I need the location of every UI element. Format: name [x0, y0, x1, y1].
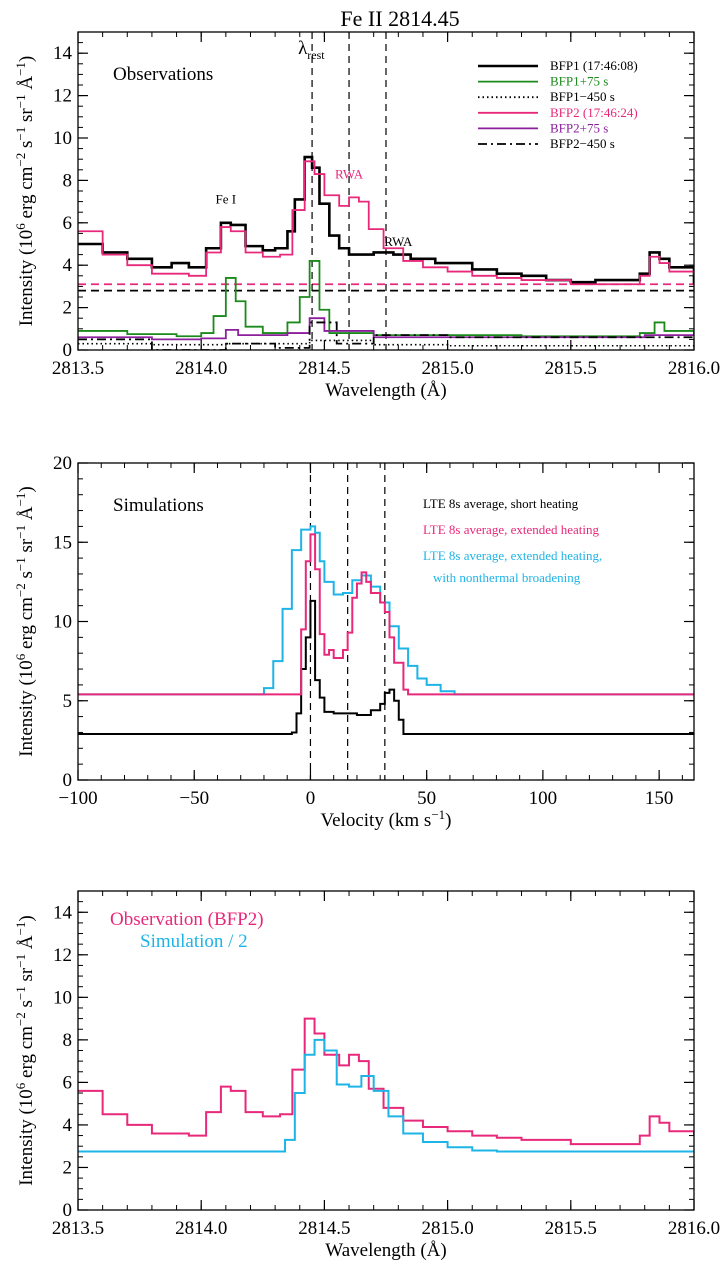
panel-label: Simulations: [113, 495, 204, 516]
y-tick-label: 8: [63, 170, 73, 191]
lambda-rest-label: λrest: [298, 38, 325, 62]
x-tick-label: 2814.0: [175, 358, 227, 379]
annotation-0: Fe I: [216, 192, 237, 207]
panel-label: Observations: [113, 64, 213, 85]
series-line-0: [78, 599, 694, 736]
y-axis-label: Intensity (106 erg cm−2 s−1 sr−1 Å−1): [13, 486, 38, 757]
x-tick-label: 2816.0: [668, 1218, 720, 1239]
series-line-1: [78, 1038, 694, 1153]
x-tick-label: 2814.5: [298, 1218, 350, 1239]
y-tick-label: 12: [53, 86, 72, 107]
y-tick-label: 6: [63, 1072, 73, 1093]
legend-entry-1: Simulation / 2: [140, 931, 248, 952]
y-tick-label: 4: [63, 255, 73, 276]
x-tick-label: 2814.0: [175, 1218, 227, 1239]
legend-entry-0: LTE 8s average, short heating: [423, 496, 579, 511]
series-line-2: [78, 533, 694, 696]
y-tick-label: 20: [53, 453, 72, 474]
y-tick-label: 4: [63, 1115, 73, 1136]
y-axis-label: Intensity (106 erg cm−2 s−1 sr−1 Å−1): [13, 915, 38, 1186]
y-tick-label: 0: [63, 340, 73, 361]
annotation-2: RWA: [384, 234, 413, 249]
series-line-5: [78, 321, 694, 350]
y-tick-label: 10: [53, 612, 72, 633]
chart-comparison: 2813.5 2814.0 2814.5 2815.0 2815.5 2816.0 0 2 4 6…: [13, 890, 720, 1261]
legend-entry-3: BFP2 (17:46:24): [550, 105, 638, 120]
x-tick-label: 50: [417, 788, 436, 809]
y-tick-label: 6: [63, 213, 73, 234]
series-line-1: [78, 525, 694, 696]
x-tick-label: −100: [58, 788, 97, 809]
legend-entry-1: BFP1+75 s: [550, 74, 608, 89]
legend-entry-5: BFP2−450 s: [550, 136, 615, 151]
series-line-3: [78, 160, 694, 286]
y-tick-label: 15: [53, 532, 72, 553]
legend-entry-4: BFP2+75 s: [550, 120, 608, 135]
legend-entry-0: BFP1 (17:46:08): [550, 58, 638, 73]
legend-entry-2: LTE 8s average, extended heating: [423, 522, 600, 537]
y-tick-label: 0: [63, 1200, 73, 1221]
x-axis-label: Wavelength (Å): [325, 380, 446, 401]
y-tick-label: 0: [63, 770, 73, 791]
y-axis-label: Intensity (106 erg cm−2 s−1 sr−1 Å−1): [13, 56, 38, 327]
x-tick-label: 0: [306, 788, 316, 809]
plot-area: [78, 1017, 694, 1153]
y-tick-label: 10: [53, 987, 72, 1008]
x-tick-label: 2815.0: [421, 358, 473, 379]
series-line-2: [78, 339, 694, 347]
y-tick-label: 12: [53, 945, 72, 966]
legend-entry-1-line2: with nonthermal broadening: [433, 570, 581, 585]
legend-entry-0: Observation (BFP2): [110, 909, 264, 930]
x-tick-label: 150: [645, 788, 674, 809]
x-axis-label: Wavelength (Å): [325, 1240, 446, 1261]
annotation-1: RWA: [335, 166, 364, 181]
x-tick-label: 2816.0: [668, 358, 720, 379]
y-tick-label: 14: [53, 43, 73, 64]
plot-area: [78, 463, 694, 780]
legend-entry-2: BFP1−450 s: [550, 89, 615, 104]
y-tick-label: 8: [63, 1030, 73, 1051]
x-tick-label: 2815.5: [545, 1218, 597, 1239]
x-tick-label: −50: [179, 788, 209, 809]
y-tick-label: 10: [53, 128, 72, 149]
series-line-1: [78, 260, 694, 338]
x-tick-label: 2815.0: [421, 1218, 473, 1239]
series-line-0: [78, 1017, 694, 1146]
figure-title: Fe II 2814.45: [340, 6, 459, 31]
y-tick-label: 2: [63, 298, 73, 319]
x-tick-label: 2814.5: [298, 358, 350, 379]
x-tick-label: 100: [529, 788, 558, 809]
y-tick-label: 5: [63, 691, 73, 712]
chart-simulations: −100 −50 0 50 100 150 0 5 10 15 20 Velocity (km s−1…: [13, 453, 695, 831]
y-tick-label: 2: [63, 1157, 73, 1178]
x-tick-label: 2815.5: [545, 358, 597, 379]
x-axis-label: Velocity (km s−1): [321, 807, 452, 832]
chart-observations: 2813.5 2814.0 2814.5 2815.0 2815.5 2816.0 0 2 4 6…: [13, 31, 720, 401]
plot-area: [78, 32, 694, 350]
x-tick-label: 2813.5: [52, 358, 104, 379]
y-tick-label: 14: [53, 902, 73, 923]
legend-entry-1: LTE 8s average, extended heating,: [423, 548, 602, 563]
x-tick-label: 2813.5: [52, 1218, 104, 1239]
